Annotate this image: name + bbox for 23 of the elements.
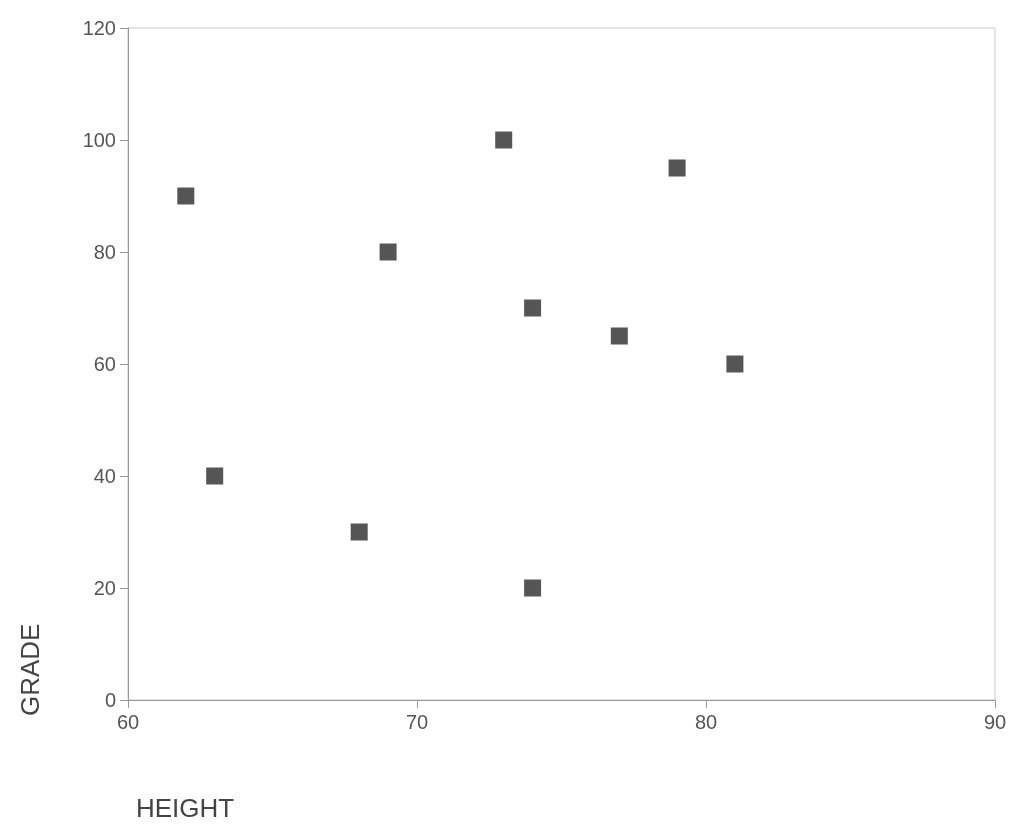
point — [177, 187, 195, 205]
x-tick-label: 80 — [694, 711, 718, 733]
point — [379, 243, 397, 261]
point — [524, 579, 542, 597]
y-tick-label: 80 — [93, 241, 116, 263]
x-tick-label: 90 — [983, 711, 1007, 733]
y-tick-label: 100 — [82, 129, 116, 151]
y-axis-title: GRADE — [15, 623, 45, 716]
y-tick-label: 60 — [93, 353, 116, 375]
y-tick-label: 120 — [82, 17, 116, 39]
point — [495, 131, 513, 149]
x-axis-title: HEIGHT — [136, 793, 235, 823]
point — [350, 523, 368, 541]
point — [668, 159, 686, 177]
y-tick-label: 20 — [93, 577, 116, 599]
point — [206, 467, 224, 485]
x-tick-label: 60 — [116, 711, 140, 733]
x-tick-label: 70 — [405, 711, 429, 733]
point — [610, 327, 628, 345]
y-tick-label: 0 — [104, 689, 116, 711]
point — [524, 299, 542, 317]
y-tick-label: 40 — [93, 465, 116, 487]
point — [726, 355, 744, 373]
